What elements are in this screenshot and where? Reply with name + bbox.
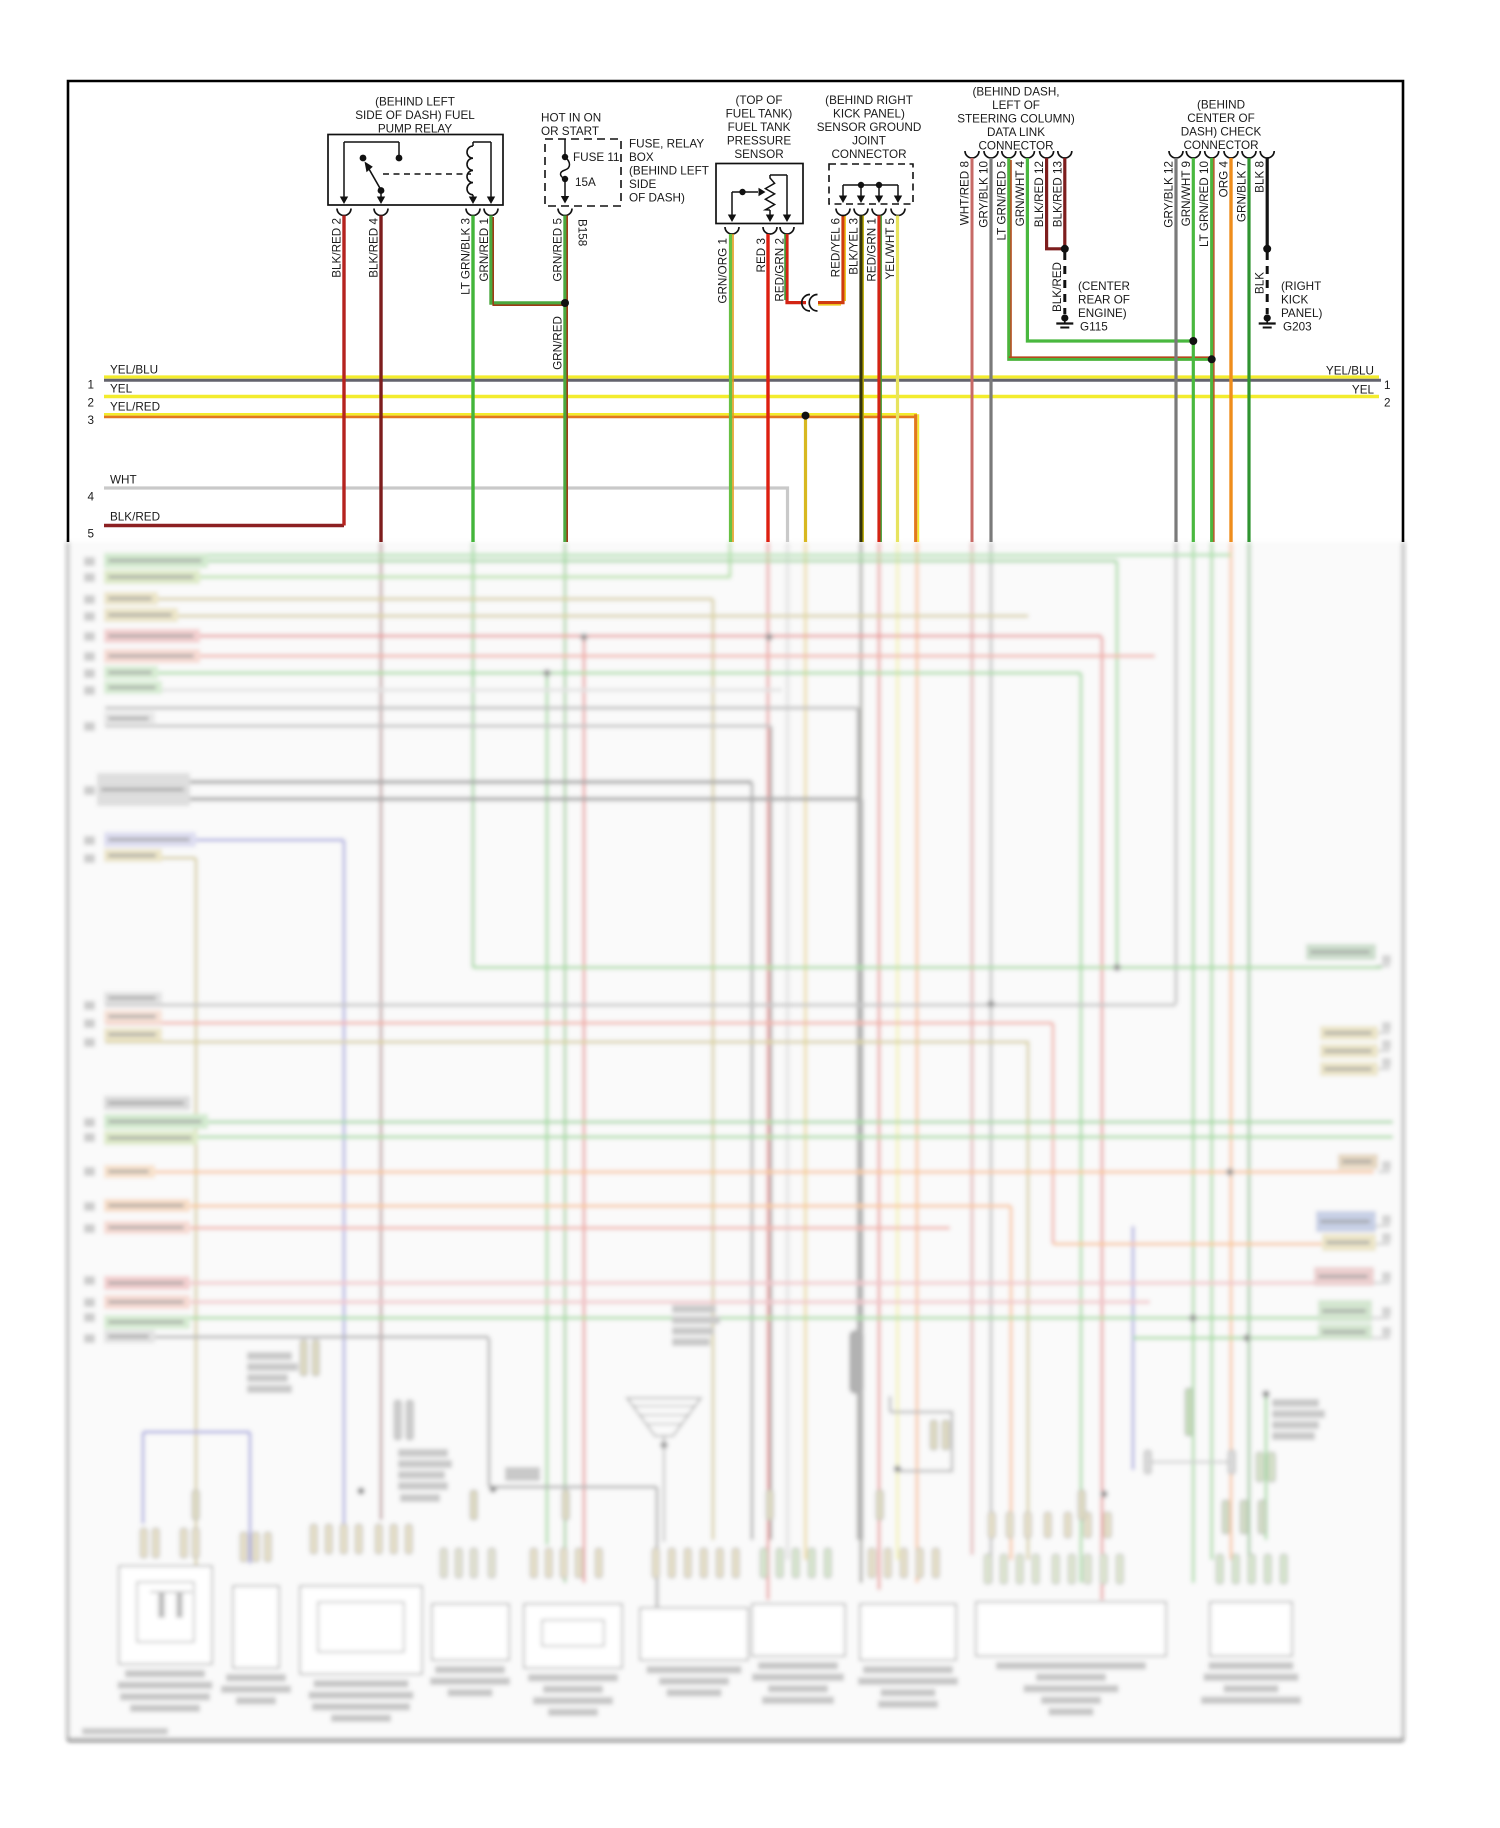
svg-text:WHT/RED 8: WHT/RED 8 [959,161,972,225]
svg-text:(BEHIND LEFT: (BEHIND LEFT [629,165,709,178]
svg-text:BLK/RED 2: BLK/RED 2 [331,218,344,278]
svg-text:BLK/RED 4: BLK/RED 4 [368,218,381,278]
svg-text:ORG 4: ORG 4 [1218,161,1231,198]
svg-text:STEERING COLUMN): STEERING COLUMN) [957,113,1075,126]
svg-text:G203: G203 [1283,321,1312,334]
svg-text:KICK PANEL): KICK PANEL) [833,108,905,121]
svg-text:BOX: BOX [629,151,654,164]
svg-text:REAR OF: REAR OF [1078,294,1130,307]
svg-text:CONNECTOR: CONNECTOR [831,148,906,161]
svg-text:GRN/WHT 4: GRN/WHT 4 [1014,161,1027,227]
svg-text:15A: 15A [575,176,596,189]
svg-text:ENGINE): ENGINE) [1078,307,1127,320]
svg-text:YEL/BLU: YEL/BLU [1326,365,1374,378]
svg-text:GRN/RED: GRN/RED [552,316,565,370]
svg-text:BLK: BLK [1254,272,1267,294]
svg-text:BLK/RED: BLK/RED [1051,262,1064,312]
svg-text:RED/GRN 1: RED/GRN 1 [866,218,879,282]
svg-text:PANEL): PANEL) [1281,307,1322,320]
svg-text:SIDE: SIDE [629,178,656,191]
svg-text:BLK 8: BLK 8 [1254,161,1267,193]
svg-text:YEL: YEL [110,383,133,396]
svg-text:1: 1 [87,379,94,392]
svg-text:YEL/WHT 5: YEL/WHT 5 [884,218,897,280]
svg-text:(BEHIND: (BEHIND [1197,99,1245,112]
svg-text:DATA LINK: DATA LINK [987,126,1045,139]
svg-text:BLK/RED 13: BLK/RED 13 [1051,161,1064,227]
svg-text:CONNECTOR: CONNECTOR [1183,139,1258,152]
svg-text:GRY/BLK 12: GRY/BLK 12 [1163,161,1176,228]
svg-text:BLK/YEL 3: BLK/YEL 3 [848,218,861,275]
svg-text:G115: G115 [1080,321,1108,334]
svg-text:LT GRN/RED 10: LT GRN/RED 10 [1198,161,1211,247]
svg-text:KICK: KICK [1281,294,1308,307]
svg-text:YEL: YEL [1352,384,1375,397]
svg-text:4: 4 [87,491,94,504]
svg-text:SIDE OF DASH) FUEL: SIDE OF DASH) FUEL [355,109,475,122]
svg-text:FUEL TANK): FUEL TANK) [726,108,793,121]
svg-text:2: 2 [87,397,94,410]
svg-text:GRY/BLK 10: GRY/BLK 10 [978,161,991,228]
svg-text:GRN/BLK 7: GRN/BLK 7 [1236,161,1249,222]
svg-text:FUEL TANK: FUEL TANK [728,121,791,134]
svg-text:(TOP OF: (TOP OF [736,94,783,107]
svg-text:1: 1 [1384,379,1391,392]
svg-text:CENTER OF: CENTER OF [1187,112,1255,125]
svg-text:WHT: WHT [110,474,137,487]
svg-text:OR START: OR START [541,125,599,138]
svg-text:DASH) CHECK: DASH) CHECK [1181,126,1262,139]
svg-text:BLK/RED 12: BLK/RED 12 [1033,161,1046,227]
svg-text:LEFT OF: LEFT OF [992,99,1040,112]
svg-text:(BEHIND DASH,: (BEHIND DASH, [972,86,1059,99]
svg-text:LT GRN/BLK 3: LT GRN/BLK 3 [460,218,473,295]
svg-text:PUMP RELAY: PUMP RELAY [378,123,452,136]
svg-text:RED/GRN 2: RED/GRN 2 [774,238,787,302]
svg-text:PRESSURE: PRESSURE [727,135,792,148]
svg-text:JOINT: JOINT [852,135,886,148]
svg-text:FUSE 11: FUSE 11 [573,151,620,164]
svg-text:GRN/ORG 1: GRN/ORG 1 [717,238,730,304]
svg-text:(CENTER: (CENTER [1078,280,1130,293]
svg-text:GRN/WHT 9: GRN/WHT 9 [1180,161,1193,226]
svg-text:(RIGHT: (RIGHT [1281,280,1321,293]
svg-text:FUSE, RELAY: FUSE, RELAY [629,138,704,151]
svg-text:(BEHIND RIGHT: (BEHIND RIGHT [825,94,913,107]
svg-text:2: 2 [1384,397,1391,410]
svg-text:CONNECTOR: CONNECTOR [978,140,1053,153]
svg-text:SENSOR GROUND: SENSOR GROUND [817,121,922,134]
svg-text:HOT IN ON: HOT IN ON [541,112,601,125]
svg-text:SENSOR: SENSOR [734,148,783,161]
svg-text:3: 3 [87,414,94,427]
svg-text:BLK/RED: BLK/RED [110,511,160,524]
svg-text:OF DASH): OF DASH) [629,192,685,205]
svg-text:RED 3: RED 3 [755,238,768,272]
svg-text:B158: B158 [576,219,589,246]
svg-text:YEL/BLU: YEL/BLU [110,364,158,377]
svg-text:LT GRN/RED 5: LT GRN/RED 5 [995,161,1008,241]
svg-text:GRN/RED 5: GRN/RED 5 [552,218,565,282]
svg-text:YEL/RED: YEL/RED [110,401,160,414]
svg-text:GRN/RED 1: GRN/RED 1 [478,218,491,282]
svg-text:5: 5 [87,528,94,541]
svg-text:(BEHIND LEFT: (BEHIND LEFT [375,96,455,109]
svg-text:RED/YEL 6: RED/YEL 6 [830,218,843,277]
